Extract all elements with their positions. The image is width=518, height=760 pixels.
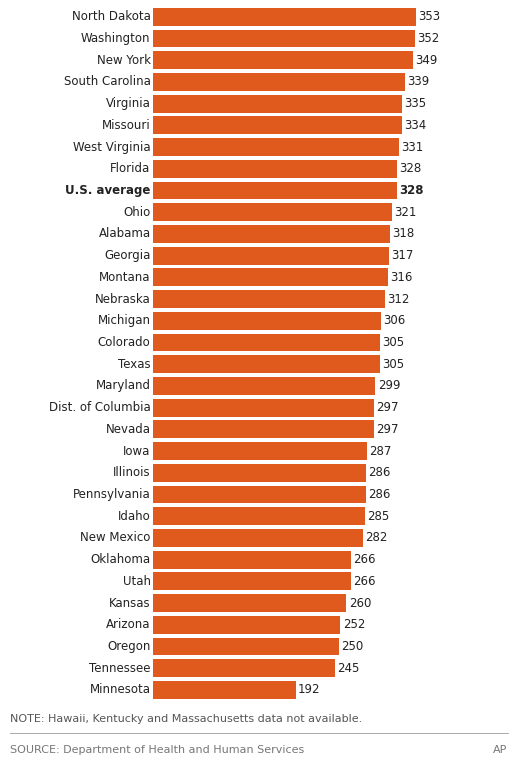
- Bar: [153, 312, 381, 330]
- Bar: [153, 95, 402, 112]
- Text: Idaho: Idaho: [118, 510, 151, 523]
- Text: Nevada: Nevada: [106, 423, 151, 436]
- Text: AP: AP: [493, 746, 508, 755]
- Text: 252: 252: [343, 619, 365, 632]
- Bar: [153, 160, 397, 178]
- Text: New York: New York: [96, 54, 151, 67]
- Bar: [153, 442, 367, 460]
- Text: Missouri: Missouri: [102, 119, 151, 132]
- Bar: [153, 204, 392, 221]
- Text: Iowa: Iowa: [123, 445, 151, 458]
- Text: Virginia: Virginia: [106, 97, 151, 110]
- Bar: [153, 268, 388, 287]
- Text: Illinois: Illinois: [113, 467, 151, 480]
- Bar: [153, 486, 366, 503]
- Text: 316: 316: [391, 271, 413, 284]
- Bar: [153, 551, 351, 568]
- Text: Michigan: Michigan: [97, 315, 151, 328]
- Bar: [153, 356, 380, 373]
- Bar: [153, 73, 405, 91]
- Bar: [153, 290, 385, 308]
- Text: 317: 317: [391, 249, 413, 262]
- Text: 250: 250: [341, 640, 364, 653]
- Text: Dist. of Columbia: Dist. of Columbia: [49, 401, 151, 414]
- Text: Pennsylvania: Pennsylvania: [73, 488, 151, 501]
- Text: 266: 266: [353, 575, 376, 588]
- Text: 266: 266: [353, 553, 376, 566]
- Text: Alabama: Alabama: [98, 227, 151, 240]
- Text: 339: 339: [408, 75, 430, 88]
- Text: 335: 335: [405, 97, 427, 110]
- Bar: [153, 638, 339, 655]
- Text: New Mexico: New Mexico: [80, 531, 151, 544]
- Text: Kansas: Kansas: [109, 597, 151, 610]
- Text: Minnesota: Minnesota: [90, 683, 151, 696]
- Text: Oregon: Oregon: [107, 640, 151, 653]
- Text: 285: 285: [367, 510, 390, 523]
- Bar: [153, 247, 389, 264]
- Text: 299: 299: [378, 379, 400, 392]
- Bar: [153, 225, 390, 243]
- Text: 286: 286: [368, 488, 391, 501]
- Text: SOURCE: Department of Health and Human Services: SOURCE: Department of Health and Human S…: [10, 746, 305, 755]
- Bar: [153, 52, 413, 69]
- Bar: [153, 377, 376, 395]
- Text: 328: 328: [399, 163, 422, 176]
- Text: Georgia: Georgia: [104, 249, 151, 262]
- Text: 192: 192: [298, 683, 321, 696]
- Text: North Dakota: North Dakota: [71, 11, 151, 24]
- Text: South Carolina: South Carolina: [64, 75, 151, 88]
- Text: NOTE: Hawaii, Kentucky and Massachusetts data not available.: NOTE: Hawaii, Kentucky and Massachusetts…: [10, 714, 363, 724]
- Text: Texas: Texas: [118, 358, 151, 371]
- Text: Tennessee: Tennessee: [89, 662, 151, 675]
- Bar: [153, 8, 415, 26]
- Bar: [153, 334, 380, 351]
- Text: U.S. average: U.S. average: [65, 184, 151, 197]
- Text: 260: 260: [349, 597, 371, 610]
- Text: 305: 305: [382, 358, 404, 371]
- Text: Oklahoma: Oklahoma: [91, 553, 151, 566]
- Text: 318: 318: [392, 227, 414, 240]
- Text: Montana: Montana: [99, 271, 151, 284]
- Bar: [153, 594, 347, 612]
- Text: 331: 331: [401, 141, 424, 154]
- Bar: [153, 116, 401, 135]
- Bar: [153, 182, 397, 199]
- Text: Nebraska: Nebraska: [95, 293, 151, 306]
- Text: Florida: Florida: [110, 163, 151, 176]
- Bar: [153, 30, 415, 47]
- Text: 305: 305: [382, 336, 404, 349]
- Text: 334: 334: [404, 119, 426, 132]
- Bar: [153, 399, 374, 416]
- Text: 245: 245: [338, 662, 360, 675]
- Bar: [153, 660, 335, 677]
- Text: 349: 349: [415, 54, 437, 67]
- Bar: [153, 681, 296, 699]
- Text: 312: 312: [387, 293, 410, 306]
- Text: Utah: Utah: [123, 575, 151, 588]
- Text: Colorado: Colorado: [98, 336, 151, 349]
- Bar: [153, 420, 374, 439]
- Bar: [153, 572, 351, 591]
- Text: 306: 306: [383, 315, 405, 328]
- Bar: [153, 529, 363, 547]
- Text: 297: 297: [376, 401, 399, 414]
- Text: 352: 352: [417, 32, 439, 45]
- Text: Maryland: Maryland: [96, 379, 151, 392]
- Bar: [153, 508, 365, 525]
- Text: Ohio: Ohio: [123, 206, 151, 219]
- Text: 321: 321: [394, 206, 416, 219]
- Bar: [153, 464, 366, 482]
- Text: 286: 286: [368, 467, 391, 480]
- Bar: [153, 138, 399, 156]
- Text: 287: 287: [369, 445, 391, 458]
- Text: 353: 353: [418, 11, 440, 24]
- Text: 282: 282: [365, 531, 387, 544]
- Text: 297: 297: [376, 423, 399, 436]
- Text: Arizona: Arizona: [106, 619, 151, 632]
- Text: Washington: Washington: [81, 32, 151, 45]
- Text: 328: 328: [399, 184, 424, 197]
- Bar: [153, 616, 340, 634]
- Text: West Virginia: West Virginia: [73, 141, 151, 154]
